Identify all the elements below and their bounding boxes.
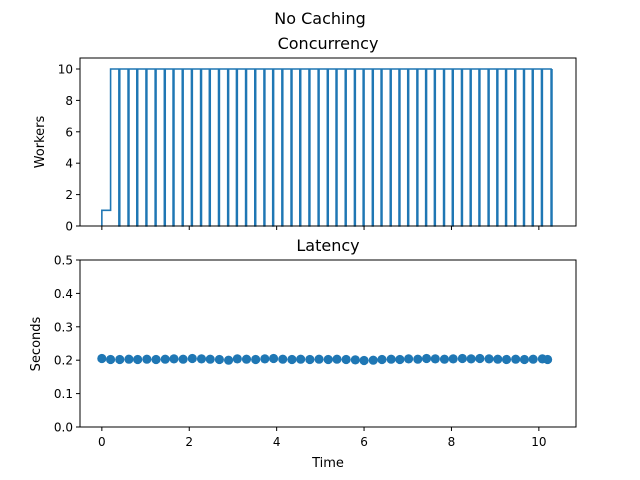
latency-point [260,354,270,364]
latency-xlabel: Time [311,456,344,471]
latency-point [151,354,161,365]
y-tick-label: 2 [65,188,73,202]
latency-point [457,353,467,364]
latency-x-ticks: 0 2 4 6 8 10 [98,427,546,449]
y-tick-label: 0.0 [54,421,73,435]
x-tick-label: 2 [185,435,193,449]
latency-point [413,354,423,364]
y-tick-label: 8 [65,94,73,108]
latency-point [475,353,485,364]
latency-point [341,354,351,365]
latency-point [142,354,152,364]
latency-point [350,355,360,365]
x-tick-label: 6 [360,435,368,449]
latency-point [178,354,188,364]
latency-point [268,353,279,364]
x-tick-label: 4 [273,435,281,449]
latency-point [205,354,215,364]
latency-point [542,354,553,365]
y-tick-label: 4 [65,157,73,171]
latency-point [97,353,107,364]
concurrency-ylabel: Workers [33,115,48,168]
latency-point [466,354,476,364]
latency-axes-frame [79,259,577,428]
x-tick-label: 8 [448,435,456,449]
concurrency-axes-frame [79,57,577,227]
latency-title: Latency [296,236,359,255]
x-tick-label: 10 [531,435,546,449]
latency-point [287,354,297,365]
latency-point [214,354,225,365]
latency-point [296,354,306,364]
latency-point [241,354,252,364]
latency-point [314,354,324,364]
latency-point [223,355,234,365]
latency-point [430,354,440,364]
latency-point [528,354,538,364]
concurrency-panel: Concurrency Workers 0 2 4 6 8 10 [33,34,577,234]
latency-y-ticks: 0.0 0.1 0.2 0.3 0.4 0.5 [54,254,80,435]
y-tick-label: 0.5 [54,254,73,268]
latency-point [232,354,242,364]
y-tick-label: 0.1 [54,387,73,401]
concurrency-x-ticks [101,226,540,230]
x-tick-label: 0 [98,435,106,449]
latency-point [519,354,530,365]
latency-point [484,354,494,364]
latency-point [115,354,125,365]
latency-point [377,354,387,365]
y-tick-label: 6 [65,125,73,139]
latency-point [133,354,143,365]
latency-point [511,354,521,364]
latency-point [160,354,170,364]
latency-point [421,353,432,364]
latency-point [404,354,414,364]
latency-point [278,354,288,364]
latency-point [305,354,315,365]
y-tick-label: 0.3 [54,320,73,334]
figure-title: No Caching [274,9,366,28]
latency-point [332,354,342,364]
latency-point [196,354,207,364]
latency-panel: Latency Seconds Time 0.00.10.20.30.40.5 … [29,236,577,471]
y-tick-label: 0 [65,220,73,234]
latency-point [359,355,369,366]
latency-point [251,354,261,365]
y-tick-label: 0.4 [54,287,73,301]
latency-series [97,353,553,366]
latency-point [105,354,116,365]
latency-ylabel: Seconds [29,316,44,371]
latency-point [169,354,179,364]
latency-point [395,354,405,365]
latency-point [187,353,197,364]
latency-point [386,354,396,364]
concurrency-y-ticks: 0 2 4 6 8 10 [58,62,80,234]
latency-point [368,355,378,365]
concurrency-title: Concurrency [278,34,379,53]
latency-point [448,354,458,364]
latency-point [124,354,134,364]
latency-point [439,354,450,364]
latency-point [493,354,503,364]
latency-point [323,354,333,365]
y-tick-label: 0.2 [54,354,73,368]
y-tick-label: 10 [58,62,73,76]
latency-point [501,354,512,365]
